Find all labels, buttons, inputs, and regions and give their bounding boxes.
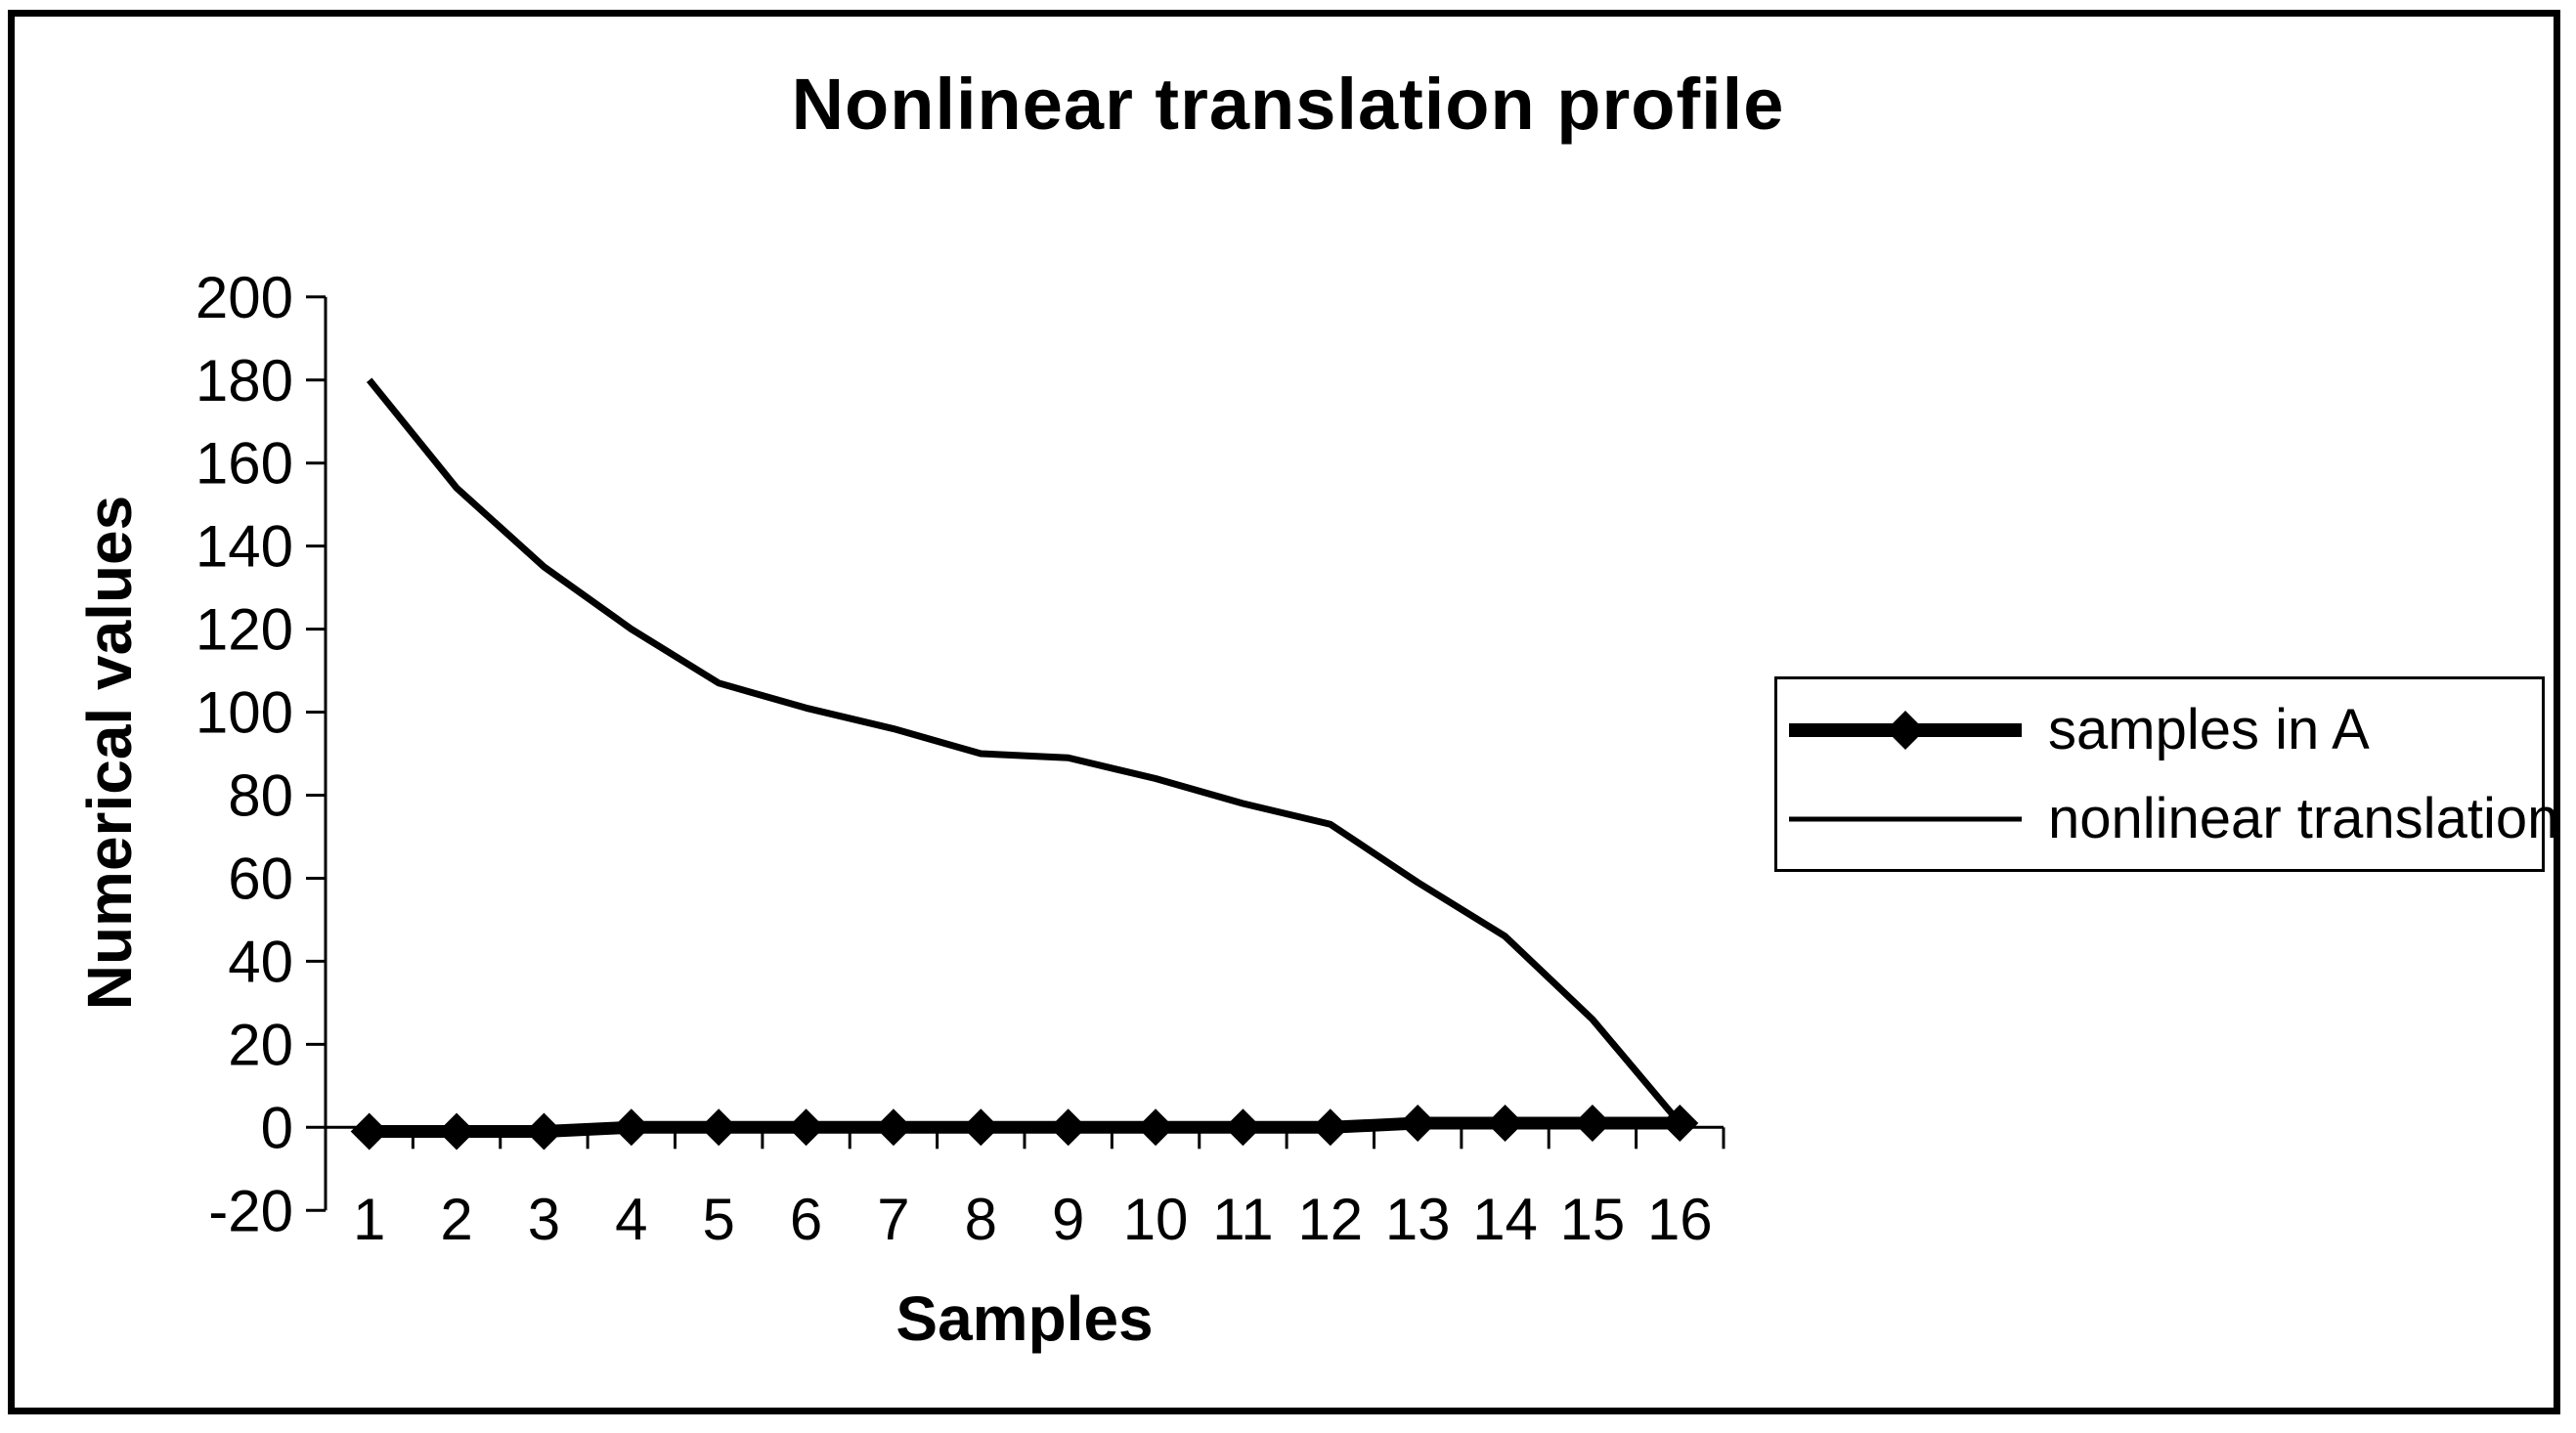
legend-entry-samples-in-a: samples in A xyxy=(1777,697,2542,762)
series-marker-diamond xyxy=(1224,1108,1262,1147)
x-tick-label: 10 xyxy=(1123,1187,1189,1252)
y-tick-label: 40 xyxy=(228,929,293,994)
x-tick-label: 6 xyxy=(790,1187,822,1252)
x-tick-label: 1 xyxy=(353,1187,385,1252)
legend-marker-diamond-line xyxy=(1789,710,2022,750)
y-tick-label: 160 xyxy=(196,431,293,497)
y-tick-label: 120 xyxy=(196,597,293,663)
x-tick-label: 3 xyxy=(528,1187,560,1252)
y-tick-label: 60 xyxy=(228,846,293,911)
series-marker-diamond xyxy=(1661,1105,1699,1143)
series-marker-diamond xyxy=(1049,1108,1087,1147)
series-line-samples-in-a xyxy=(369,1116,1681,1139)
series-marker-diamond xyxy=(874,1108,912,1147)
series-line-nonlinear-translation xyxy=(366,377,1682,1126)
series-marker-diamond xyxy=(1137,1108,1175,1147)
x-tick-label: 11 xyxy=(1212,1187,1273,1252)
x-tick-label: 2 xyxy=(440,1187,472,1252)
legend-label-nonlinear-translation: nonlinear translation xyxy=(2048,787,2559,850)
series-marker-diamond xyxy=(1311,1108,1349,1147)
series-marker-diamond xyxy=(525,1112,563,1151)
series-marker-diamond xyxy=(787,1108,825,1147)
x-tick-label: 12 xyxy=(1297,1187,1363,1252)
x-tick-label: 9 xyxy=(1052,1187,1084,1252)
x-tick-label: 7 xyxy=(877,1187,909,1252)
y-tick-label: 140 xyxy=(196,514,293,580)
x-tick-label: 14 xyxy=(1472,1187,1538,1252)
series-marker-diamond xyxy=(1486,1105,1524,1143)
x-axis-title: Samples xyxy=(895,1283,1154,1354)
series-marker-diamond xyxy=(1399,1105,1437,1143)
y-tick-label: 100 xyxy=(196,680,293,746)
x-tick-label: 8 xyxy=(965,1187,997,1252)
series-marker-diamond xyxy=(962,1108,1000,1147)
series-marker-diamond xyxy=(1573,1105,1611,1143)
x-tick-label: 13 xyxy=(1385,1187,1451,1252)
legend-diamond-icon xyxy=(1886,710,1925,750)
y-tick-label: 0 xyxy=(261,1095,293,1160)
legend-entry-nonlinear-translation: nonlinear translation xyxy=(1777,786,2558,851)
legend-label-samples-in-a: samples in A xyxy=(2048,698,2370,761)
series-marker-diamond xyxy=(612,1108,650,1147)
series-marker-diamond xyxy=(700,1108,738,1147)
y-tick-label: -20 xyxy=(208,1178,293,1243)
y-tick-label: 180 xyxy=(196,348,293,413)
x-tick-label: 15 xyxy=(1560,1187,1626,1252)
y-tick-label: 200 xyxy=(196,265,293,330)
x-tick-label: 16 xyxy=(1647,1187,1713,1252)
chart-title: Nonlinear translation profile xyxy=(791,64,1785,145)
legend-marker-thin-line xyxy=(1789,816,2022,821)
series-marker-diamond xyxy=(438,1112,476,1151)
series-marker-diamond xyxy=(350,1112,388,1151)
y-tick-label: 80 xyxy=(228,763,293,829)
legend: samples in A nonlinear translation xyxy=(1774,676,2558,872)
x-tick-label: 4 xyxy=(615,1187,647,1252)
y-tick-label: 20 xyxy=(228,1012,293,1077)
x-tick-label: 5 xyxy=(703,1187,735,1252)
